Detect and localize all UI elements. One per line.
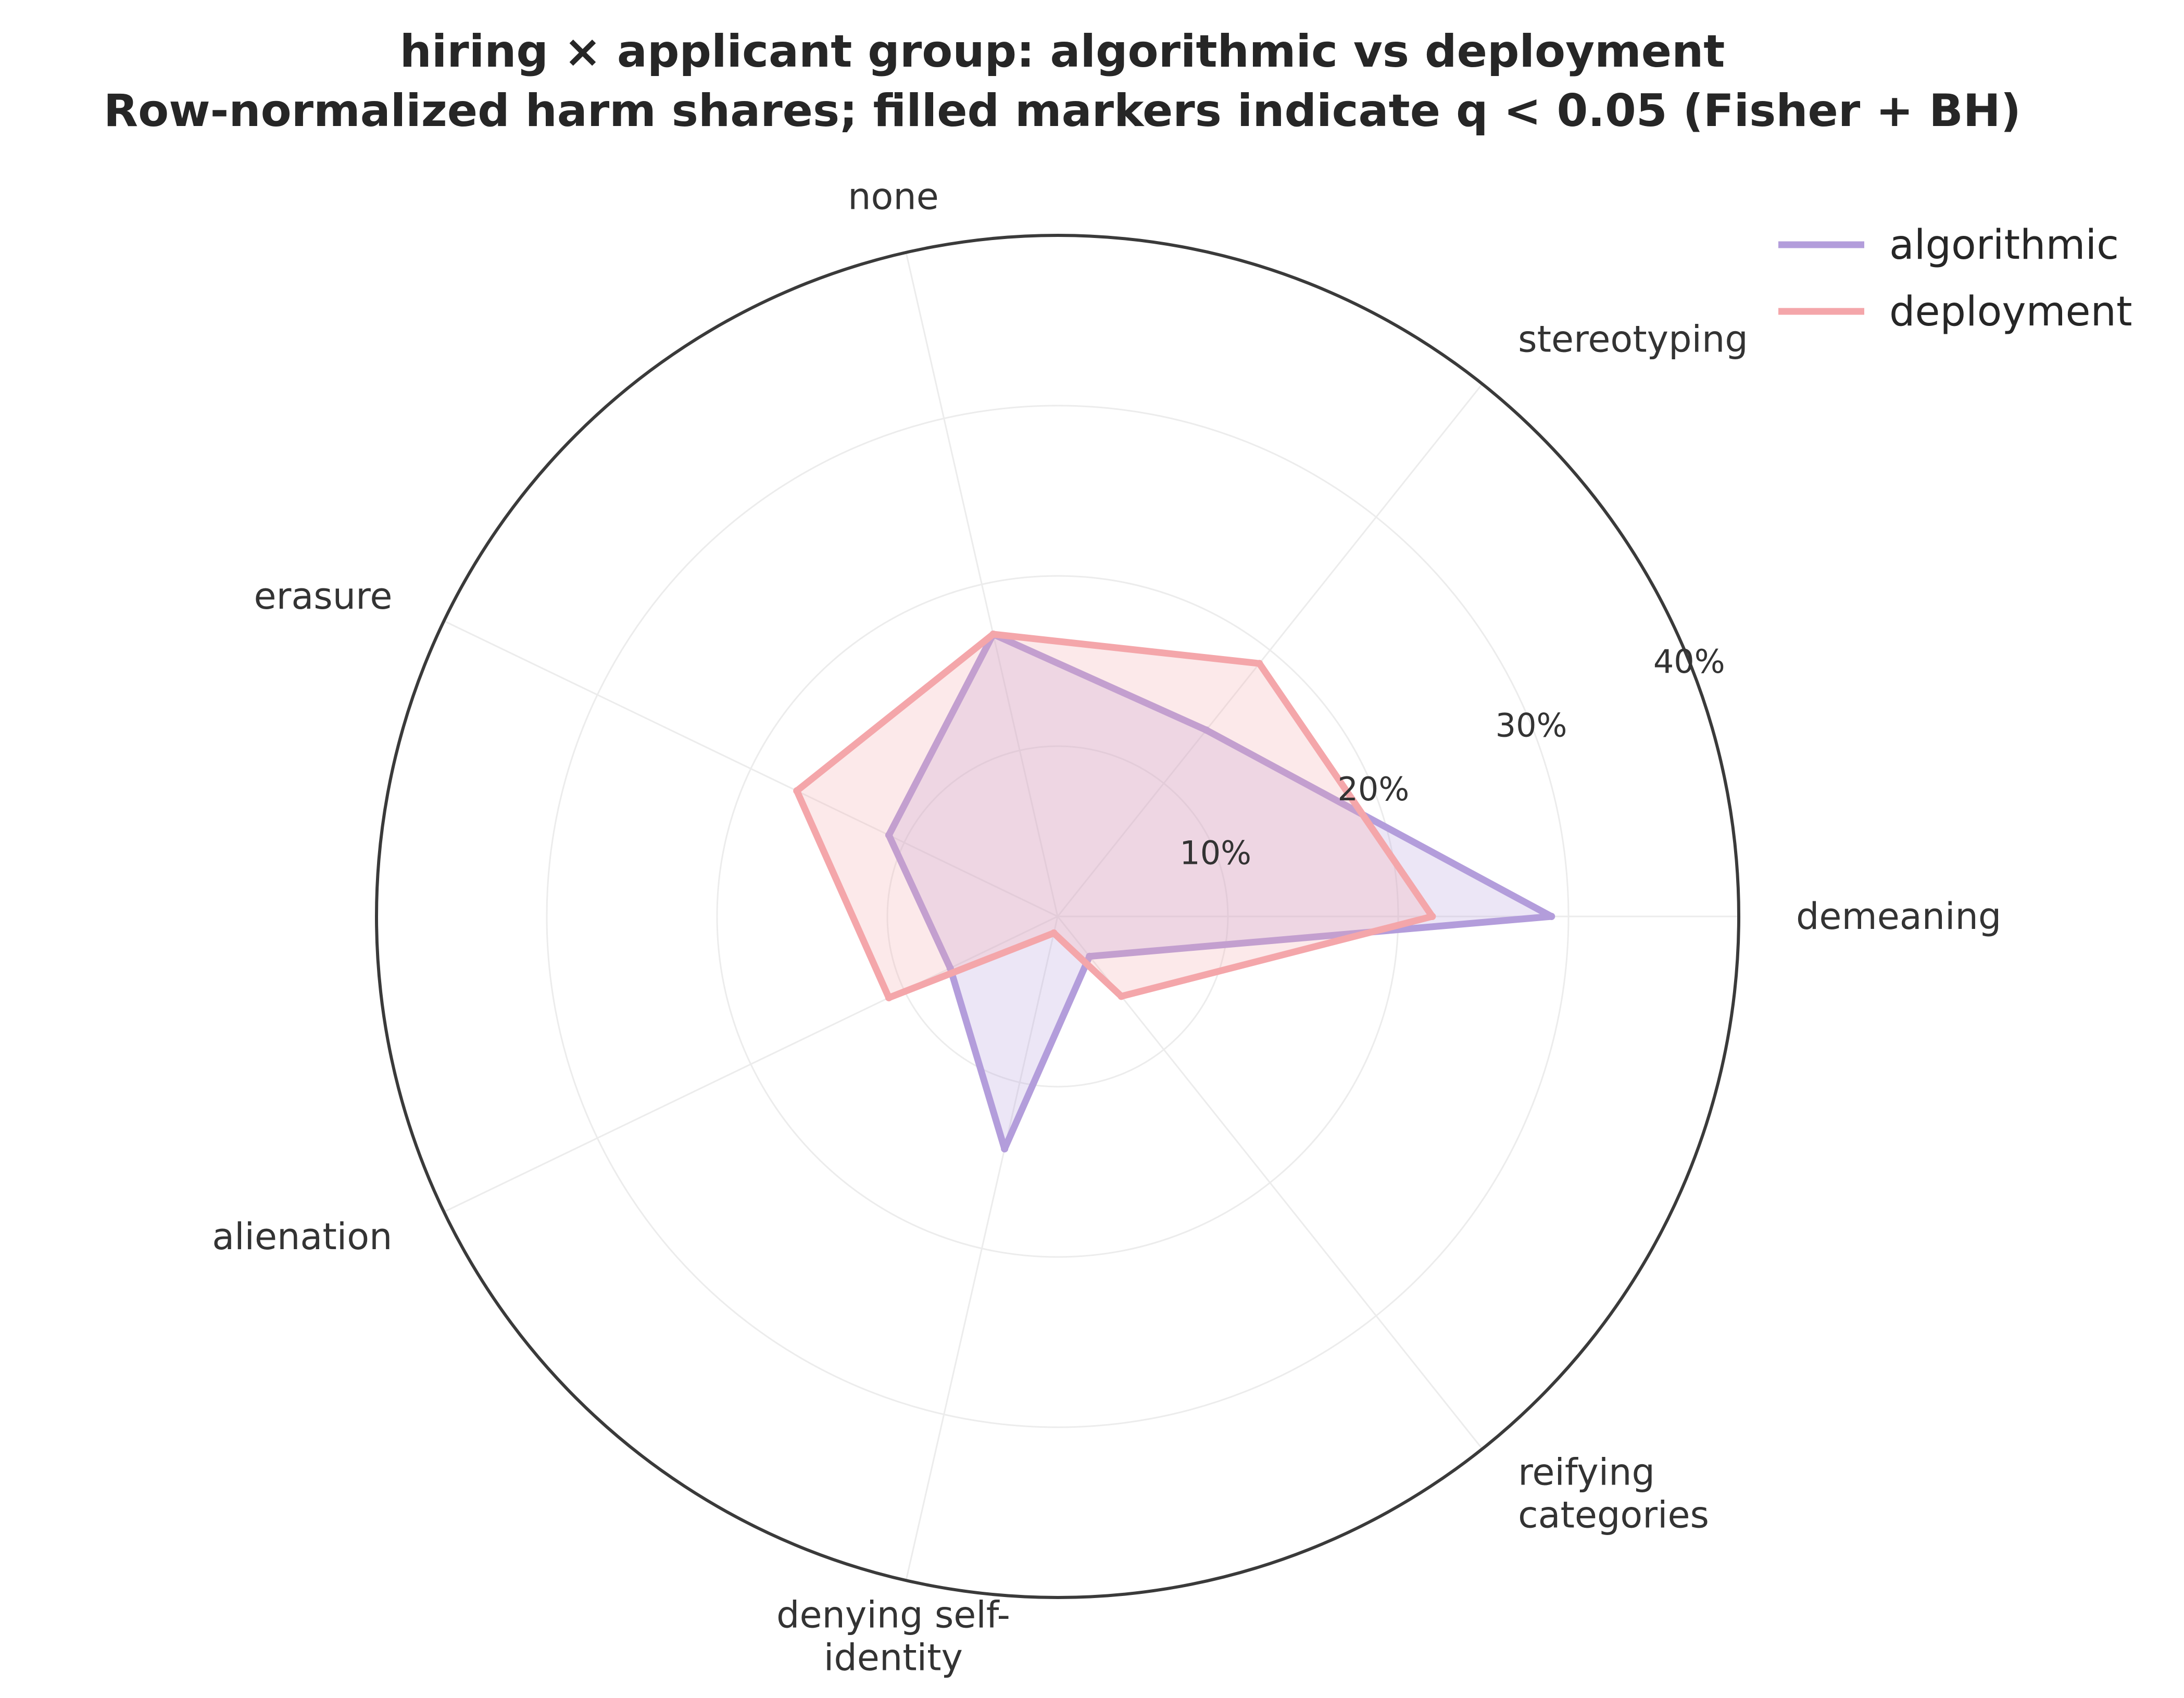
category-label: reifying categories	[1518, 1451, 1709, 1537]
point-deployment-5	[885, 994, 893, 1002]
series-layer	[793, 631, 1555, 1153]
chart-subtitle: Row-normalized harm shares; filled marke…	[104, 85, 2021, 137]
point-algorithmic-4	[885, 831, 893, 839]
category-label: erasure	[254, 575, 393, 618]
series-deployment	[793, 631, 1436, 1001]
legend-label-algorithmic: algorithmic	[1889, 222, 2119, 269]
series-algorithmic	[885, 631, 1555, 1152]
point-deployment-7	[1118, 992, 1125, 1000]
category-label: alienation	[212, 1215, 392, 1258]
legend: algorithmic deployment	[1778, 222, 2132, 335]
radial-tick-label: 40%	[1653, 643, 1725, 681]
category-label: demeaning	[1796, 895, 2001, 938]
label-layer: 10% 20% 30% 40% demeaning stereotyping none era…	[212, 175, 2001, 1679]
category-label: stereotyping	[1518, 318, 1748, 360]
category-label: denying self-identity	[776, 1593, 1010, 1679]
point-deployment-6	[1050, 929, 1058, 937]
radial-tick-label: 20%	[1337, 770, 1409, 808]
point-deployment-2	[1256, 660, 1263, 668]
spoke-7	[1057, 916, 1483, 1450]
spoke-2	[1057, 383, 1483, 917]
point-deployment-3	[989, 631, 997, 638]
spoke-3	[905, 252, 1059, 917]
chart-title: hiring × applicant group: algorithmic vs…	[400, 26, 1725, 78]
point-algorithmic-7	[1086, 952, 1094, 960]
point-algorithmic-1	[1548, 913, 1555, 920]
legend-label-deployment: deployment	[1889, 288, 2132, 335]
spoke-4	[443, 620, 1058, 917]
radial-tick-label: 30%	[1496, 707, 1567, 745]
point-deployment-1	[1428, 913, 1436, 920]
point-deployment-4	[793, 787, 801, 795]
category-label: none	[848, 175, 939, 218]
spoke-5	[443, 915, 1058, 1213]
outer-frame	[375, 234, 1740, 1599]
spoke-6	[905, 916, 1059, 1581]
point-algorithmic-6	[1001, 1145, 1009, 1153]
radar-grid	[375, 234, 1740, 1599]
radial-tick-label: 10%	[1179, 834, 1251, 872]
point-algorithmic-2	[1202, 726, 1210, 734]
